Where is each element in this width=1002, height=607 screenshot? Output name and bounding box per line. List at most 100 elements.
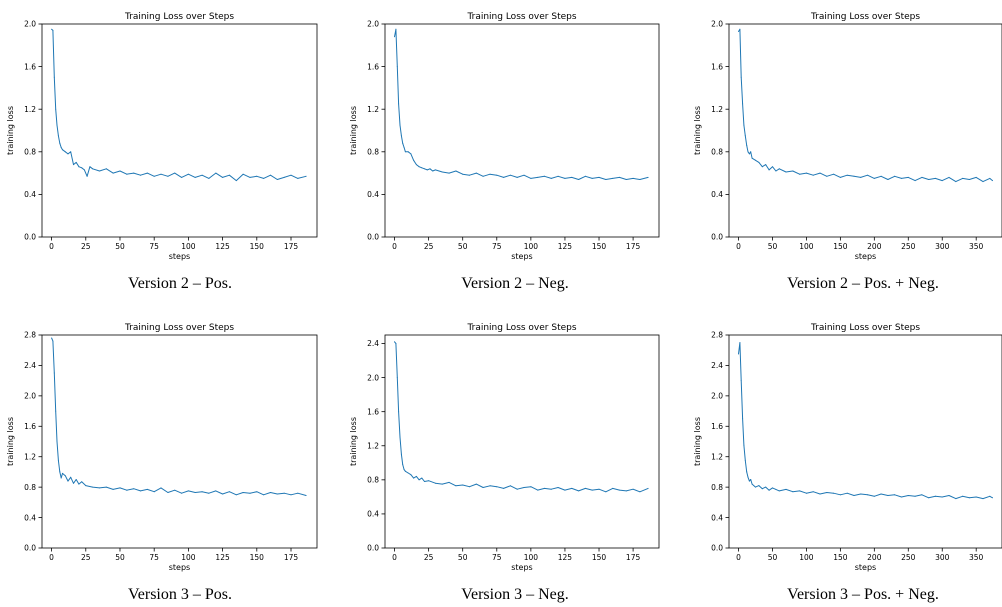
data-point bbox=[413, 159, 415, 161]
data-point bbox=[462, 173, 464, 175]
data-point bbox=[612, 177, 614, 179]
data-point bbox=[743, 444, 745, 446]
data-point bbox=[60, 147, 62, 148]
data-point bbox=[748, 480, 750, 482]
chart-panel-4: Training Loss over Steps 0 25 50 75 100 125 150… bbox=[6, 323, 318, 603]
y-tick-label: 2.0 bbox=[24, 392, 36, 401]
data-point bbox=[112, 172, 114, 174]
data-point bbox=[67, 480, 69, 482]
x-tick-label: 25 bbox=[424, 553, 434, 562]
data-point bbox=[418, 166, 420, 168]
data-point bbox=[941, 496, 943, 498]
x-tick-label: 0 bbox=[392, 242, 397, 251]
data-point bbox=[778, 168, 780, 170]
x-tick-label: 125 bbox=[215, 553, 230, 562]
data-point bbox=[537, 489, 539, 491]
data-point bbox=[222, 176, 224, 178]
data-point bbox=[742, 103, 744, 105]
data-point bbox=[598, 176, 600, 178]
x-tick-label: 25 bbox=[81, 242, 91, 251]
data-point bbox=[901, 177, 902, 179]
data-point bbox=[424, 481, 425, 482]
data-point bbox=[67, 153, 69, 155]
data-point bbox=[921, 176, 923, 178]
data-point bbox=[647, 176, 649, 178]
x-tick-label: 250 bbox=[901, 242, 916, 251]
data-point bbox=[434, 169, 436, 171]
data-point bbox=[914, 495, 916, 497]
data-point bbox=[256, 491, 258, 493]
data-point bbox=[415, 475, 417, 477]
data-point bbox=[571, 487, 573, 489]
data-point bbox=[263, 177, 265, 179]
data-point bbox=[962, 495, 964, 497]
data-point bbox=[523, 487, 525, 488]
data-point bbox=[765, 164, 767, 166]
x-tick-label: 50 bbox=[458, 242, 468, 251]
data-point bbox=[181, 492, 183, 494]
data-point bbox=[907, 176, 909, 178]
data-point bbox=[739, 28, 741, 30]
loss-series-line bbox=[738, 342, 993, 500]
x-axis-label: steps bbox=[169, 563, 190, 572]
data-point bbox=[805, 492, 807, 494]
data-point bbox=[921, 494, 923, 496]
x-tick-label: 150 bbox=[592, 242, 607, 251]
y-tick-label: 2.8 bbox=[24, 331, 36, 340]
x-tick-label: 0 bbox=[736, 242, 741, 251]
x-tick-label: 175 bbox=[626, 553, 641, 562]
loss-series-line bbox=[394, 341, 649, 493]
data-point bbox=[403, 469, 405, 471]
data-point bbox=[530, 486, 532, 488]
data-point bbox=[78, 483, 80, 485]
x-tick-label: 300 bbox=[935, 242, 950, 251]
x-tick-label: 75 bbox=[492, 553, 502, 562]
x-tick-label: 50 bbox=[115, 553, 125, 562]
data-point bbox=[428, 480, 430, 482]
data-point bbox=[894, 175, 896, 177]
data-point bbox=[174, 489, 176, 491]
chart-title: Training Loss over Steps bbox=[124, 323, 234, 333]
data-point bbox=[85, 485, 87, 487]
y-axis-label: training loss bbox=[349, 417, 358, 466]
x-tick-label: 100 bbox=[181, 242, 196, 251]
data-point bbox=[62, 472, 63, 474]
x-axis-label: steps bbox=[511, 252, 532, 261]
data-point bbox=[738, 31, 739, 32]
data-point bbox=[235, 494, 237, 496]
data-point bbox=[424, 168, 425, 170]
x-tick-label: 0 bbox=[392, 553, 397, 562]
data-point bbox=[751, 157, 753, 159]
x-tick-label: 0 bbox=[49, 553, 54, 562]
y-tick-label: 1.2 bbox=[367, 441, 379, 450]
data-point bbox=[256, 175, 258, 177]
data-point bbox=[805, 172, 807, 174]
data-point bbox=[426, 169, 428, 171]
y-tick-label: 2.4 bbox=[24, 361, 36, 370]
data-point bbox=[394, 36, 395, 38]
data-point bbox=[758, 161, 760, 163]
panel-caption: Version 2 – Pos. + Neg. bbox=[787, 275, 939, 292]
x-tick-label: 175 bbox=[284, 553, 299, 562]
data-point bbox=[92, 486, 94, 488]
y-tick-label: 1.2 bbox=[24, 452, 36, 461]
data-point bbox=[242, 173, 244, 175]
data-point bbox=[263, 494, 265, 496]
x-tick-label: 50 bbox=[115, 242, 125, 251]
x-tick-label: 125 bbox=[558, 553, 573, 562]
data-point bbox=[455, 485, 457, 487]
data-point bbox=[407, 151, 409, 153]
data-point bbox=[812, 491, 814, 493]
data-point bbox=[785, 171, 787, 173]
y-tick-label: 2.0 bbox=[367, 373, 379, 382]
data-point bbox=[70, 476, 72, 478]
data-point bbox=[523, 174, 525, 176]
data-point bbox=[605, 179, 607, 180]
x-axis-label: steps bbox=[855, 563, 876, 572]
data-point bbox=[550, 488, 552, 490]
data-point bbox=[119, 487, 121, 489]
data-point bbox=[775, 488, 777, 490]
data-point bbox=[632, 177, 634, 179]
chart-panel-3: Training Loss over Steps 0 50 100 150 200 250 3… bbox=[693, 12, 1002, 292]
y-tick-label: 1.6 bbox=[367, 407, 379, 416]
